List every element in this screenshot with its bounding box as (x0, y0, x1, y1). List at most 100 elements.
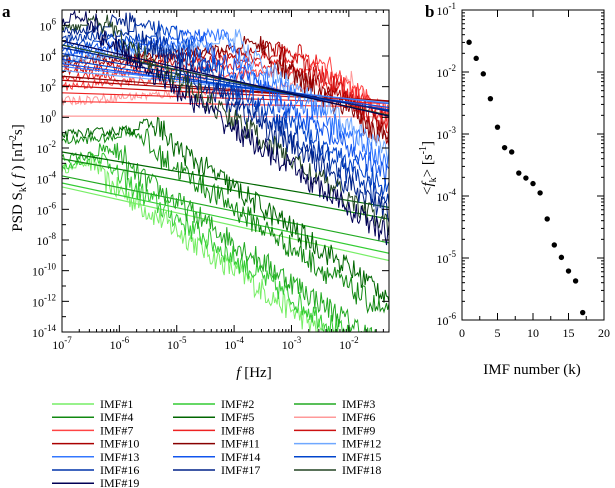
a-y-tick-label: 10-10 (32, 262, 56, 279)
legend-label: IMF#12 (342, 437, 381, 451)
a-x-tick-label: 10-3 (282, 335, 302, 352)
a-x-tick-label: 10-7 (52, 335, 72, 352)
b-data-point (501, 144, 508, 151)
legend-label: IMF#17 (221, 463, 260, 477)
b-y-tick-label: 10-5 (437, 249, 457, 266)
b-y-tick-label: 10-3 (437, 125, 457, 142)
a-y-tick-label: 10-14 (32, 323, 56, 340)
a-y-tick-label: 106 (40, 16, 57, 33)
b-data-point (466, 39, 472, 45)
b-y-label-open: < (420, 187, 436, 195)
legend-label: IMF#1 (100, 397, 133, 411)
b-x-tick-label: 20 (598, 326, 610, 340)
a-y-tick-label: 104 (40, 47, 57, 64)
b-data-point (487, 95, 494, 102)
legend: IMF#1 IMF#2 IMF#3 IMF#4 IMF#5 IMF#6 IMF#7 IMF#8… (52, 397, 381, 488)
b-data-point (580, 309, 586, 316)
panel-a-spectra (62, 10, 389, 332)
b-y-label-unit: > [s (420, 154, 436, 177)
b-data-point (530, 180, 536, 187)
b-data-point (494, 124, 501, 130)
a-y-tick-label: 10-6 (37, 200, 57, 217)
legend-label: IMF#13 (100, 450, 139, 464)
b-data-point (516, 170, 522, 176)
panel-b-frame (461, 9, 605, 321)
panel-b-points (466, 39, 586, 316)
spectrum-line-imf-1 (62, 153, 335, 332)
fit-line-imf-2 (62, 182, 389, 254)
spectrum-line-imf-10 (62, 39, 389, 145)
legend-label: IMF#14 (221, 450, 260, 464)
y-axis-label-sup-2: 2 (8, 135, 19, 140)
legend-label: IMF#15 (342, 450, 381, 464)
b-data-point (544, 216, 550, 222)
y-axis-label-sub-k: k (18, 187, 29, 192)
panel-a-axes: 10-7 10-6 10-5 10-4 10-3 10-2 10-14 10-12 10-10 1… (32, 9, 390, 352)
spectrum-line-imf-5 (62, 116, 389, 303)
fit-line-imf-3 (62, 175, 389, 244)
spectrum-line-imf-4 (62, 125, 389, 315)
spectrum-line-imf-11 (62, 36, 389, 151)
legend-label: IMF#4 (100, 410, 133, 424)
b-data-point (572, 278, 579, 284)
panel-b-axes: 0 5 10 15 20 10-6 10-5 10-4 10-3 10-2 10-1 (437, 1, 611, 340)
spectrum-line-imf-19 (62, 10, 389, 246)
legend-label: IMF#3 (342, 397, 375, 411)
legend-label: IMF#19 (100, 476, 139, 488)
legend-label: IMF#10 (100, 437, 139, 451)
b-x-tick-label: 10 (527, 326, 539, 340)
panel-a-y-axis-label: PSD Sk( f ) [nT2s] (8, 124, 29, 232)
x-axis-label-unit: [Hz] (240, 365, 271, 381)
b-y-tick-label: 10-1 (437, 1, 457, 18)
legend-label: IMF#5 (221, 410, 254, 424)
y-axis-label-f: f (10, 172, 26, 178)
a-y-tick-label: 10-4 (37, 170, 57, 187)
fit-line-imf-19 (62, 40, 389, 117)
b-x-tick-label: 15 (563, 326, 575, 340)
spectrum-line-imf-18 (62, 14, 389, 236)
x-axis-label-f: f (236, 365, 242, 381)
spectrum-line-imf-17 (62, 12, 389, 223)
y-axis-label-units: ) [nT (10, 140, 26, 174)
b-data-point (537, 190, 543, 196)
b-y-label-end: ] (420, 141, 436, 146)
a-y-tick-label: 10-2 (37, 139, 57, 156)
b-data-point (551, 242, 557, 248)
b-data-point (509, 149, 515, 155)
y-axis-label-paren: ( (10, 178, 26, 187)
b-y-label-sub-k: k (428, 177, 439, 182)
a-y-tick-label: 102 (40, 78, 57, 95)
b-data-point (473, 55, 479, 62)
panel-b-y-axis-label: <fk> [s-1] (418, 141, 439, 195)
a-x-tick-label: 10-4 (224, 335, 244, 352)
legend-label: IMF#16 (100, 463, 139, 477)
panel-a-x-axis-label: f [Hz] (236, 365, 271, 381)
a-y-tick-label: 10-12 (32, 292, 56, 309)
b-x-tick-label: 5 (495, 326, 501, 340)
y-axis-label-psd: PSD S (10, 192, 26, 232)
a-x-tick-label: 10-2 (339, 335, 359, 352)
legend-label: IMF#18 (342, 463, 381, 477)
panel-a-label: a (2, 2, 11, 21)
a-x-tick-label: 10-5 (167, 335, 187, 352)
a-x-tick-label: 10-6 (110, 335, 130, 352)
panel-b-label: b (425, 2, 434, 21)
b-data-point (523, 175, 529, 181)
legend-label: IMF#6 (342, 410, 375, 424)
panel-b-x-axis-label: IMF number (k) (483, 362, 581, 378)
spectrum-line-imf-8 (62, 51, 389, 129)
b-y-tick-label: 10-2 (437, 63, 457, 80)
b-y-tick-label: 10-6 (437, 311, 457, 328)
legend-label: IMF#9 (342, 423, 375, 437)
legend-label: IMF#2 (221, 397, 254, 411)
fit-line-imf-4 (62, 158, 389, 220)
a-y-tick-label: 10-8 (37, 231, 57, 248)
legend-label: IMF#11 (221, 437, 260, 451)
fit-line-imf-7 (62, 100, 389, 108)
b-y-tick-label: 10-4 (437, 187, 457, 204)
a-y-tick-label: 100 (40, 108, 57, 125)
b-data-point (565, 268, 572, 274)
b-y-label-sup: -1 (418, 146, 429, 154)
legend-label: IMF#8 (221, 423, 254, 437)
